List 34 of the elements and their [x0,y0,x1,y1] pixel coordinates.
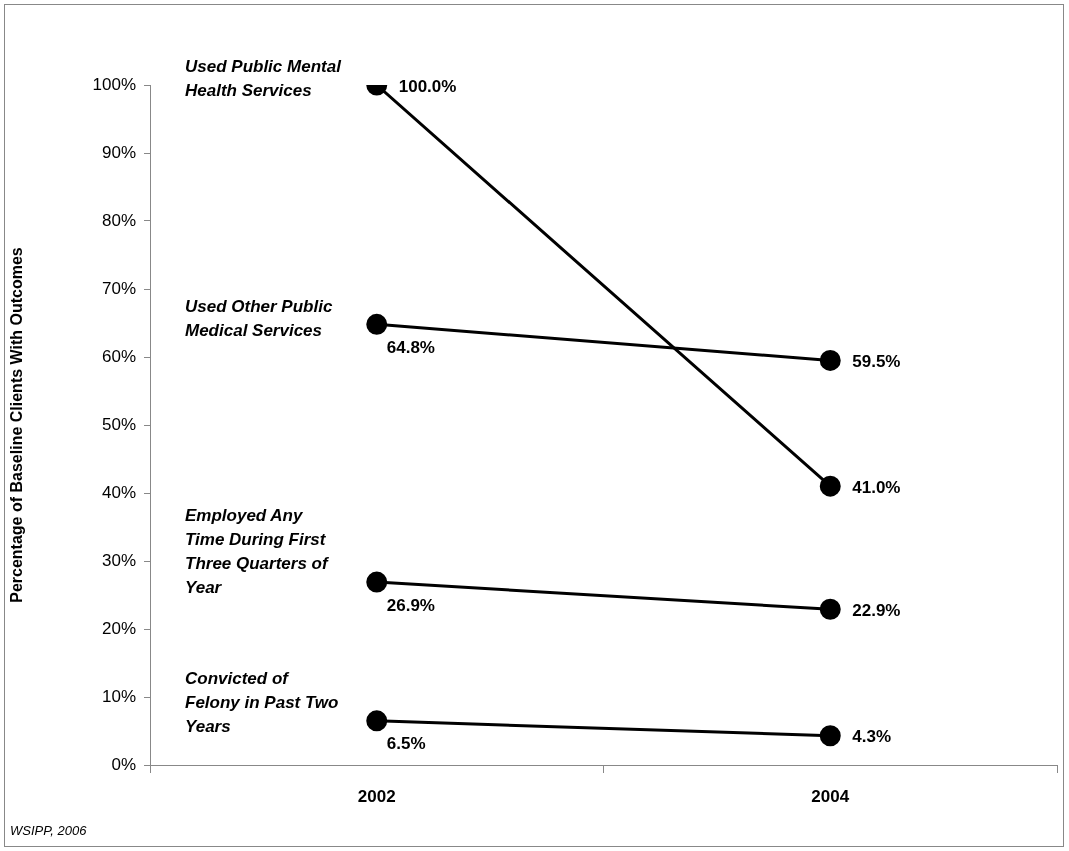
point [819,725,841,747]
point [366,571,388,593]
text: Employed Any Time During First Three Quarters of Year [185,506,330,598]
data-label: 6.5% [386,734,426,754]
data-label: 41.0% [852,477,901,497]
point [819,598,841,620]
y-tick-label: 80% [101,210,136,230]
y-tick-label: 0% [111,754,136,774]
y-tick-label: 100% [92,74,136,94]
point [366,313,388,335]
y-tick-label: 40% [101,482,136,502]
y-tick-label: 50% [101,414,136,434]
point [819,349,841,371]
y-tick-label: 60% [101,346,136,366]
series-label: Used Public Mental Health Services [185,57,343,101]
series-label: Convicted of Felony in Past Two Years [185,668,339,736]
data-label: 4.3% [852,727,891,747]
y-tick-label: 70% [101,278,136,298]
data-label: 59.5% [852,352,901,372]
point [819,475,841,497]
y-tick-label: 30% [101,550,136,570]
y-tick-label: 10% [101,686,136,706]
data-label: 26.9% [386,595,435,615]
y-tick-label: 90% [101,142,136,162]
text: WSIPP, 2006 [10,823,88,839]
text: Used Other Public Medical Services [185,296,333,340]
x-tick-label: 2002 [357,786,396,806]
point [366,710,388,732]
x-tick-label: 2004 [811,786,850,806]
data-label: 64.8% [386,338,435,358]
y-tick-label: 20% [101,618,136,638]
y-axis-title: Percentage of Baseline Clients With Outcomes [8,247,26,603]
data-label: 100.0% [398,76,457,96]
data-label: 22.9% [852,600,901,620]
